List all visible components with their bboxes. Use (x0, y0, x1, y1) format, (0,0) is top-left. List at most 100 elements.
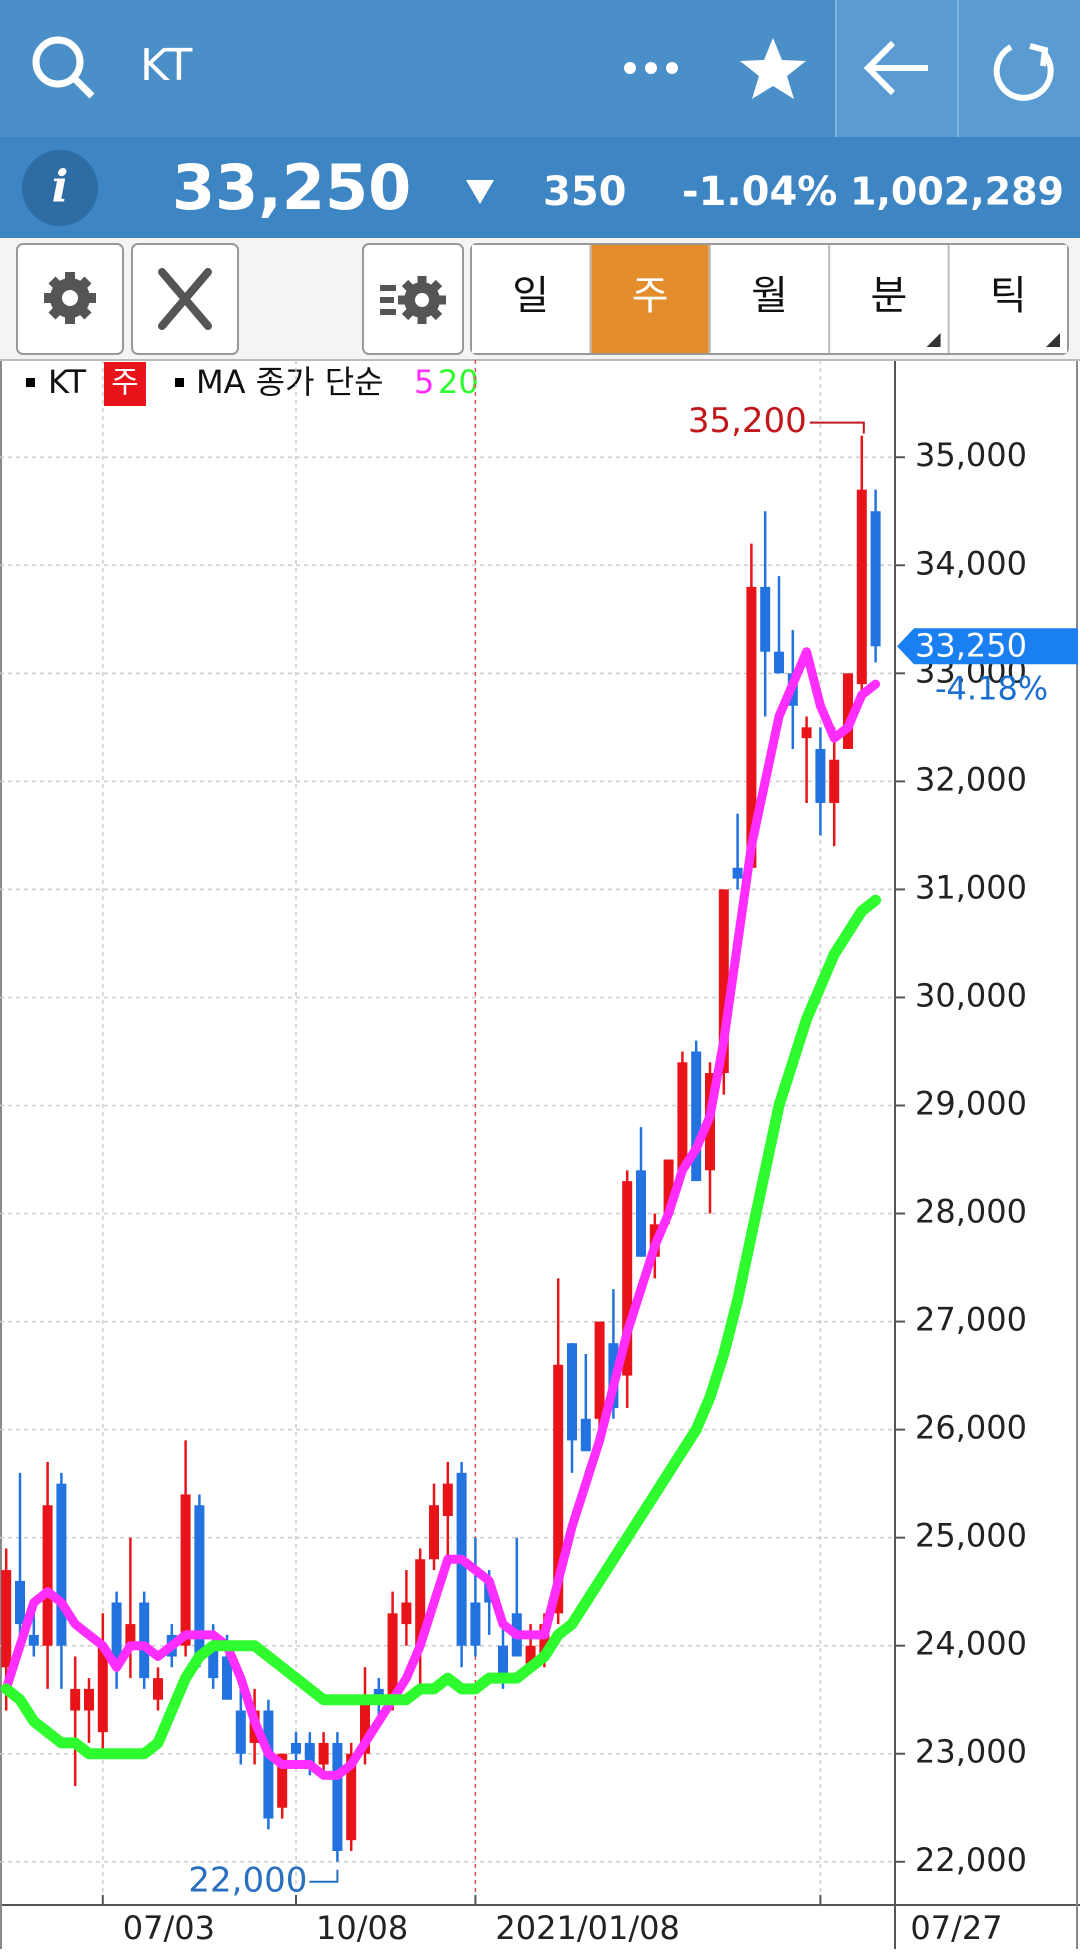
candle-body (732, 867, 743, 879)
candle-body (856, 489, 867, 685)
candle-body (153, 1678, 163, 1700)
refresh-icon[interactable] (993, 43, 1054, 101)
candle-body (235, 1710, 246, 1754)
candle-body (84, 1688, 94, 1711)
period-tab[interactable] (710, 245, 829, 353)
candle-body (277, 1753, 288, 1808)
high-pointer (809, 421, 865, 434)
tab-label: 월 (751, 273, 788, 319)
candle-body (111, 1602, 122, 1668)
y-tick-label: 26,000 (915, 1409, 1027, 1447)
period-tab[interactable] (830, 245, 948, 353)
low-pointer (309, 1869, 339, 1883)
candle-body (829, 759, 840, 803)
legend-period: 주 (111, 366, 139, 401)
candle-body (870, 511, 881, 647)
y-tick-label: 30,000 (915, 976, 1027, 1014)
legend-symbol: KT (48, 363, 87, 401)
legend-period-box (104, 362, 146, 406)
candle-body (263, 1710, 274, 1819)
candle-body (15, 1580, 25, 1625)
high-label: 35,200 (688, 401, 807, 441)
candle-body (387, 1613, 398, 1700)
candle-body (332, 1742, 343, 1851)
search-icon[interactable] (32, 36, 95, 99)
y-tick-label: 27,000 (915, 1301, 1027, 1339)
candle-body (442, 1483, 453, 1517)
candle-body (594, 1321, 605, 1419)
candle-body (291, 1742, 301, 1754)
candle-body (746, 586, 757, 868)
candle-body (801, 727, 812, 739)
tab-corner (926, 333, 941, 347)
y-tick-label: 35,000 (915, 436, 1027, 474)
candle-body (580, 1418, 591, 1452)
candle-body (636, 1170, 646, 1257)
legend-ma5: 5 (414, 363, 434, 401)
candle-body (222, 1656, 232, 1700)
star-icon[interactable] (740, 38, 806, 99)
candle-body (815, 748, 826, 803)
candle-body (56, 1483, 67, 1646)
legend-ma: MA 종가 단순 (196, 363, 384, 401)
x-tick-label: 07/27 (910, 1909, 1002, 1947)
ma-line (1, 647, 881, 1780)
period-tab[interactable] (949, 245, 1067, 353)
info-button[interactable] (22, 150, 98, 226)
last-change-label: -4.18% (935, 669, 1048, 707)
more-icon[interactable] (624, 62, 678, 74)
y-tick-label: 23,000 (915, 1733, 1027, 1771)
candle-body (97, 1645, 108, 1733)
legend-marker (26, 378, 35, 387)
tab-label: 분 (870, 273, 907, 319)
price-bar (0, 137, 1080, 238)
down-arrow (466, 180, 494, 204)
y-tick-label: 34,000 (915, 544, 1027, 582)
candle-body (1, 1570, 12, 1668)
period-tab[interactable] (591, 245, 709, 353)
info-icon: i (52, 162, 69, 213)
tab-label: 주 (632, 273, 669, 319)
change-percent: -1.04% (682, 169, 837, 215)
candle-body (622, 1181, 633, 1376)
y-tick-label: 28,000 (915, 1193, 1027, 1231)
indicator-icon (380, 276, 446, 324)
y-tick-label: 29,000 (915, 1084, 1027, 1122)
x-tick-label: 2021/01/08 (495, 1909, 679, 1947)
candle-body (401, 1602, 412, 1625)
candle-body (180, 1494, 191, 1646)
low-label: 22,000 (188, 1860, 307, 1900)
candle-body (42, 1505, 53, 1646)
x-tick-label: 07/03 (123, 1909, 215, 1947)
ma-line (0, 894, 882, 1760)
tools-icon (158, 268, 212, 330)
last-price-label: 33,250 (915, 626, 1027, 664)
candle-body (663, 1159, 674, 1214)
back-icon[interactable] (863, 40, 928, 96)
candle-body (539, 1624, 550, 1657)
candle-body (346, 1753, 357, 1841)
x-tick-label: 10/08 (316, 1909, 408, 1947)
current-price: 33,250 (172, 151, 411, 224)
stock-name: KT (140, 40, 192, 91)
candle-body (553, 1364, 564, 1614)
legend-ma20: 20 (438, 363, 479, 401)
y-tick-label: 31,000 (915, 868, 1027, 906)
y-tick-label: 25,000 (915, 1517, 1027, 1555)
candle-body (677, 1062, 688, 1171)
price-change: 350 (543, 169, 627, 215)
candle-body (567, 1343, 577, 1441)
candle-body (139, 1602, 150, 1679)
y-tick-label: 24,000 (915, 1625, 1027, 1663)
candle-body (525, 1645, 536, 1668)
candle-body (498, 1645, 508, 1679)
candle-body (760, 586, 771, 652)
volume: 1,002,289 (850, 170, 1064, 214)
candle-body (429, 1505, 439, 1560)
candle-body (774, 651, 784, 674)
candle-body (208, 1645, 219, 1679)
period-tab[interactable] (472, 245, 590, 353)
y-tick-label: 22,000 (915, 1841, 1027, 1879)
